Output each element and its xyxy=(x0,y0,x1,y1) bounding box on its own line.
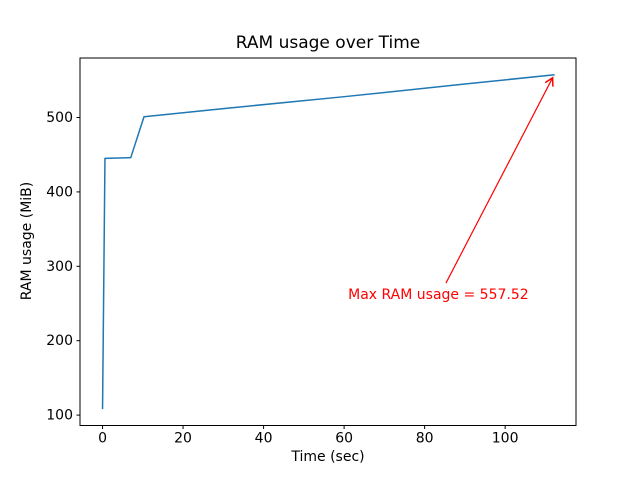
x-tick-label: 60 xyxy=(335,431,353,447)
y-axis-label: RAM usage (MiB) xyxy=(19,181,35,301)
annotation-arrow xyxy=(445,76,554,284)
ram-usage-line xyxy=(101,73,555,410)
axes-spines xyxy=(79,57,577,426)
x-tick-label: 100 xyxy=(492,431,519,447)
y-tick-label: 500 xyxy=(46,110,73,126)
chart-title: RAM usage over Time xyxy=(235,33,421,53)
x-tick-label: 40 xyxy=(255,431,273,447)
y-tick-label: 100 xyxy=(46,408,73,424)
x-tick-label: 0 xyxy=(98,431,107,447)
max-ram-annotation: Max RAM usage = 557.52 xyxy=(348,287,529,304)
y-tick-label: 200 xyxy=(46,333,73,349)
x-tick-label: 20 xyxy=(174,431,192,447)
x-axis-label: Time (sec) xyxy=(291,449,365,465)
x-tick-label: 80 xyxy=(416,431,434,447)
y-tick-label: 300 xyxy=(46,259,73,275)
y-tick-label: 400 xyxy=(46,184,73,200)
